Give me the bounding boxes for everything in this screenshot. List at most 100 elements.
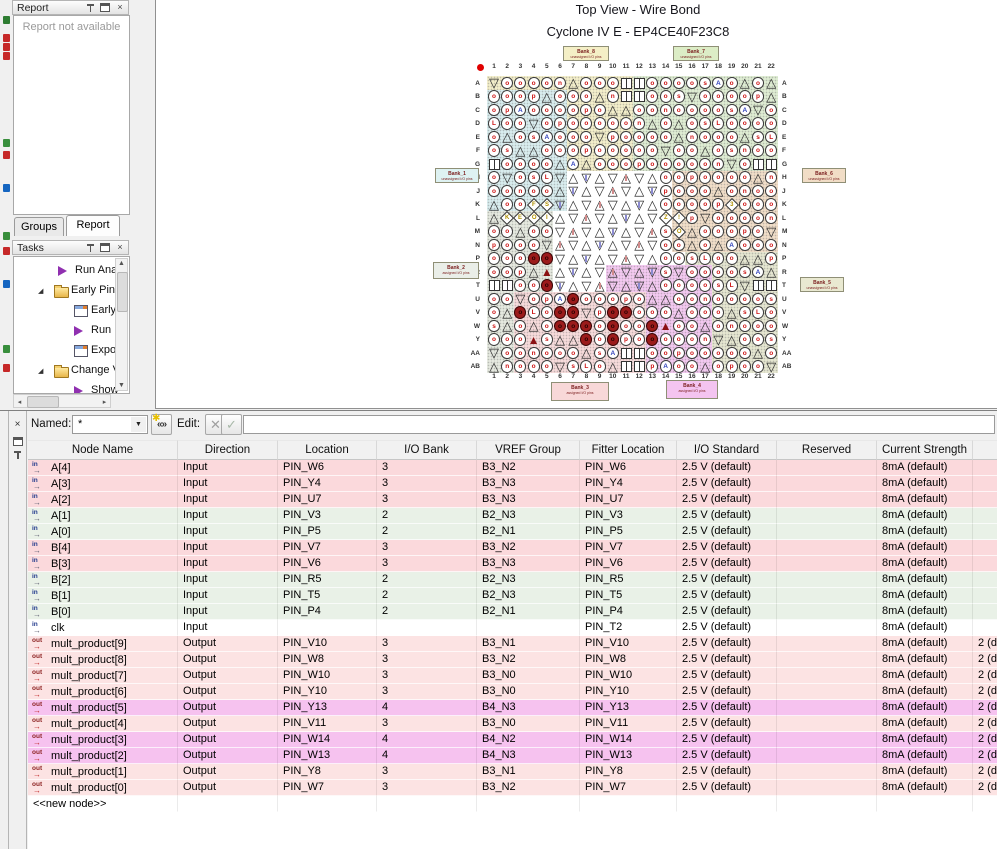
io-pin[interactable]: p <box>725 360 738 373</box>
cell-slew-rate[interactable] <box>973 460 997 476</box>
power-pin-triangle[interactable]: △ <box>673 115 684 131</box>
pin-A11[interactable] <box>620 77 632 89</box>
io-pin[interactable]: o <box>712 211 725 225</box>
column-header-current-strength[interactable]: Current Strength <box>877 440 973 460</box>
io-pin[interactable]: o <box>540 157 553 171</box>
io-pin[interactable]: o <box>738 90 751 103</box>
power-pin-triangle[interactable]: △ <box>753 169 763 185</box>
pin-F22[interactable]: o <box>765 144 778 157</box>
pin-AB17[interactable]: △ <box>699 360 711 373</box>
power-pin-triangle[interactable]: △ <box>594 169 605 185</box>
power-pin-triangle[interactable]: ▽ <box>502 169 513 185</box>
io-pin[interactable]: o <box>606 76 619 90</box>
pin-AA5[interactable]: o <box>540 346 553 360</box>
pin-G18[interactable]: n <box>712 157 725 171</box>
pin-E12[interactable]: o <box>633 130 646 144</box>
pin-R13[interactable]: ▽ <box>646 265 658 278</box>
pin-J3[interactable]: n <box>514 184 527 198</box>
power-pin-triangle[interactable]: △ <box>739 250 750 266</box>
panel-float-icon[interactable] <box>11 435 24 447</box>
pin-W17[interactable]: △ <box>699 319 711 332</box>
pin-W15[interactable]: o <box>672 319 685 333</box>
io-pin[interactable]: o <box>488 333 500 346</box>
pin-N17[interactable]: o <box>699 238 712 252</box>
pin-F1[interactable]: o <box>488 144 500 157</box>
pin-V18[interactable]: o <box>712 306 725 319</box>
table-row[interactable]: out → mult_product[9] Output PIN_V10 3 B3_N1 PI… <box>28 636 997 652</box>
cell-vref-group[interactable] <box>477 620 580 636</box>
pin-J10[interactable]: △ <box>607 184 619 197</box>
power-pin-triangle[interactable]: ▽ <box>607 250 618 266</box>
pin-U5[interactable]: p <box>540 292 553 306</box>
pin-W5[interactable]: o <box>540 319 553 333</box>
io-pin[interactable]: o <box>752 225 764 238</box>
pin-A20[interactable]: △ <box>739 76 751 89</box>
cell-direction[interactable]: Output <box>178 748 278 764</box>
pin-C19[interactable]: s <box>725 103 738 117</box>
pin-Y15[interactable]: o <box>672 333 685 346</box>
pin-D8[interactable]: o <box>580 117 593 130</box>
pin-H20[interactable]: o <box>738 171 751 184</box>
pin-AA10[interactable]: A <box>606 346 619 360</box>
pin-D22[interactable]: o <box>765 117 778 130</box>
io-pin[interactable]: o <box>659 238 672 252</box>
cell-location[interactable]: PIN_W10 <box>278 668 377 684</box>
io-pin[interactable]: o <box>712 306 725 319</box>
io-pin[interactable]: p <box>633 157 646 171</box>
pin-R18[interactable]: o <box>712 265 725 279</box>
io-pin[interactable]: o <box>620 157 632 171</box>
pin-V15[interactable]: △ <box>673 306 685 319</box>
pin-J17[interactable]: o <box>699 184 712 198</box>
io-pin[interactable]: A <box>567 157 580 171</box>
pin-P4[interactable]: o <box>527 252 540 265</box>
pin-U21[interactable]: o <box>752 292 764 306</box>
pin-H13[interactable]: △ <box>646 171 658 184</box>
pin-V3[interactable]: o <box>514 306 527 319</box>
cell-direction[interactable]: Input <box>178 492 278 508</box>
pin-M4[interactable]: o <box>527 225 540 238</box>
io-pin[interactable]: o <box>672 103 685 117</box>
cell-vref-group[interactable]: B3_N1 <box>477 764 580 780</box>
pin-K20[interactable]: o <box>738 198 751 211</box>
pin-K17[interactable]: o <box>699 198 712 211</box>
config-pin-square[interactable] <box>633 91 645 102</box>
io-pin[interactable]: o <box>672 76 685 90</box>
pin-R15[interactable]: ▽ <box>673 265 685 278</box>
cell-fitter-location[interactable]: PIN_W13 <box>580 748 677 764</box>
cell-fitter-location[interactable]: PIN_P5 <box>580 524 677 540</box>
io-pin[interactable]: p <box>514 265 527 279</box>
pin-AB3[interactable]: o <box>514 360 527 373</box>
power-pin-triangle[interactable]: △ <box>753 345 763 360</box>
io-pin[interactable]: o <box>527 103 540 117</box>
pin-W12[interactable]: o <box>633 319 646 333</box>
io-pin[interactable]: s <box>672 90 685 103</box>
io-pin[interactable]: o <box>488 171 500 184</box>
pin-D2[interactable]: o <box>501 117 514 130</box>
cell-io-bank[interactable]: 3 <box>377 684 477 700</box>
pin-H16[interactable]: p <box>686 171 698 184</box>
edit-value-input[interactable] <box>243 415 995 434</box>
pin-Y11[interactable]: p <box>620 333 632 346</box>
io-pin[interactable]: s <box>765 292 778 306</box>
pin-E11[interactable]: o <box>620 130 632 144</box>
io-pin[interactable]: o <box>752 319 764 333</box>
pin-E21[interactable]: s <box>752 130 764 144</box>
cell-io-bank[interactable]: 4 <box>377 700 477 716</box>
cell-slew-rate[interactable] <box>973 476 997 492</box>
pin-M18[interactable]: o <box>712 225 725 238</box>
io-pin[interactable]: p <box>620 333 632 346</box>
io-pin[interactable]: o <box>580 76 593 90</box>
pin-M10[interactable]: ▽ <box>607 225 619 238</box>
cell-direction[interactable]: Input <box>178 524 278 540</box>
power-pin-triangle[interactable]: ▽ <box>634 223 645 239</box>
cell-node-name[interactable]: out → mult_product[6] <box>28 684 178 700</box>
config-pin-square[interactable] <box>633 361 645 372</box>
cell-location[interactable]: PIN_W7 <box>278 780 377 796</box>
pin-T3[interactable]: o <box>514 279 527 292</box>
pin-E14[interactable]: o <box>659 130 672 144</box>
assigned-pin[interactable]: o <box>606 306 619 319</box>
power-pin-triangle[interactable]: △ <box>634 210 645 225</box>
power-pin-triangle[interactable]: ▽ <box>581 223 592 239</box>
io-pin[interactable]: o <box>686 184 698 198</box>
table-row[interactable]: in → B[2] Input PIN_R5 2 B2_N3 PIN_R5 2.5 V (def… <box>28 572 997 588</box>
